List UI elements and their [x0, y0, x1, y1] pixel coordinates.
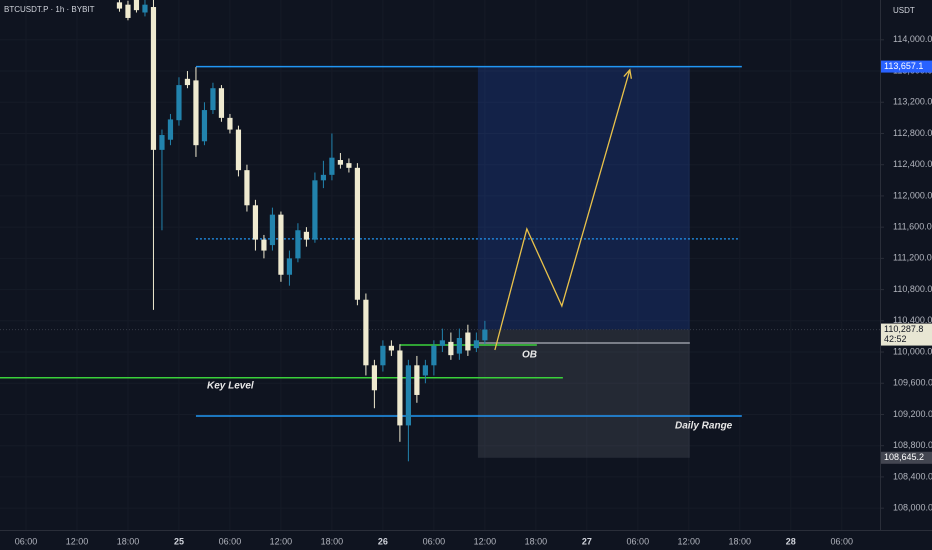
- y-tick-label: 108,400.0: [893, 471, 932, 481]
- candle-body: [380, 345, 386, 366]
- y-tick-label: 110,000.0: [893, 346, 932, 356]
- x-tick-label: 28: [786, 536, 796, 546]
- level-note: Daily Range: [675, 421, 733, 432]
- candle-body: [465, 332, 471, 351]
- candle-body: [414, 365, 420, 395]
- y-tick-label: 111,600.0: [893, 222, 932, 232]
- candle-body: [354, 167, 361, 300]
- x-tick-label: 06:00: [830, 536, 853, 546]
- stop-price-label: 108,645.2: [884, 452, 924, 462]
- candle-body: [397, 350, 403, 426]
- candle-body: [218, 88, 225, 118]
- candle-body: [286, 258, 293, 275]
- y-tick-label: 110,800.0: [893, 284, 932, 294]
- candle-body: [167, 119, 174, 140]
- candle-body: [456, 337, 462, 354]
- countdown-label: 42:52: [884, 334, 907, 344]
- candle-body: [431, 345, 437, 366]
- x-tick-label: 12:00: [678, 536, 701, 546]
- candle-body: [295, 230, 301, 259]
- x-tick-label: 12:00: [270, 536, 293, 546]
- level-note: Key Level: [207, 380, 254, 391]
- y-tick-label: 112,000.0: [893, 190, 932, 200]
- candle-body: [371, 365, 377, 391]
- candle-body: [422, 365, 428, 376]
- candle-body: [133, 0, 140, 11]
- y-tick-label: 111,200.0: [893, 253, 932, 263]
- y-tick-label: 110,400.0: [893, 315, 932, 325]
- plot-area: Key Level OB Daily Range: [0, 0, 880, 462]
- candle-body: [116, 2, 123, 9]
- candle-body: [278, 214, 284, 275]
- candle-body: [159, 135, 165, 150]
- candle-body: [320, 174, 327, 181]
- x-tick-label: 18:00: [729, 536, 752, 546]
- x-tick-label: 18:00: [117, 536, 140, 546]
- candle-body: [244, 170, 250, 206]
- x-tick-label: 12:00: [474, 536, 497, 546]
- candle-body: [405, 365, 411, 426]
- currency-label: USDT: [893, 6, 915, 15]
- y-tick-label: 108,000.0: [893, 503, 932, 513]
- candle-body: [388, 345, 394, 351]
- candle-body: [473, 340, 479, 349]
- candle-body: [303, 231, 310, 240]
- x-tick-label: 27: [582, 536, 592, 546]
- projection-path: [494, 69, 631, 351]
- target-zone: [477, 66, 690, 330]
- x-tick-label: 26: [378, 536, 388, 546]
- candle-body: [312, 180, 318, 240]
- candle-body: [448, 341, 454, 356]
- candle-body: [269, 214, 276, 246]
- candle-body: [261, 239, 267, 251]
- candle-body: [329, 157, 335, 175]
- y-tick-label: 109,600.0: [893, 378, 932, 388]
- candle-body: [235, 129, 242, 171]
- candle-body: [125, 4, 131, 18]
- x-tick-label: 06:00: [627, 536, 650, 546]
- x-tick-label: 25: [174, 536, 184, 546]
- candle-body: [227, 117, 233, 130]
- candle-body: [363, 299, 369, 366]
- x-tick-label: 18:00: [321, 536, 344, 546]
- candle-body: [193, 80, 199, 146]
- candle-body: [210, 88, 216, 111]
- stop-price-tag: [881, 451, 932, 464]
- candle-body: [482, 329, 488, 341]
- price-tag: [881, 60, 932, 73]
- candle-body: [184, 78, 191, 86]
- y-tick-label: 113,200.0: [893, 97, 932, 107]
- level-note: OB: [522, 350, 537, 361]
- x-tick-label: 18:00: [525, 536, 548, 546]
- candle-body: [346, 163, 352, 168]
- stop-zone: [477, 329, 690, 458]
- x-tick-label: 12:00: [66, 536, 89, 546]
- candle-body: [337, 160, 344, 165]
- y-tick-label: 109,200.0: [893, 409, 932, 419]
- symbol-title: BTCUSDT.P · 1h · BYBIT: [4, 5, 95, 14]
- x-tick-label: 06:00: [15, 536, 38, 546]
- projection-arrowhead: [623, 68, 632, 79]
- current-price-tag: [881, 323, 932, 346]
- x-tick-label: 06:00: [219, 536, 242, 546]
- y-tick-label: 108,800.0: [893, 440, 932, 450]
- candle-body: [439, 340, 445, 346]
- y-tick-label: 112,800.0: [893, 128, 932, 138]
- candle-body: [201, 110, 208, 142]
- price-tag-label: 113,657.1: [884, 61, 923, 71]
- candle-body: [176, 85, 182, 121]
- candle-body: [142, 4, 148, 13]
- y-tick-label: 114,000.0: [893, 34, 932, 44]
- candle-body: [252, 205, 259, 240]
- current-price-label: 110,287.8: [884, 324, 923, 334]
- y-tick-label: 112,400.0: [893, 159, 932, 169]
- x-tick-label: 06:00: [423, 536, 446, 546]
- candle-body: [150, 7, 157, 150]
